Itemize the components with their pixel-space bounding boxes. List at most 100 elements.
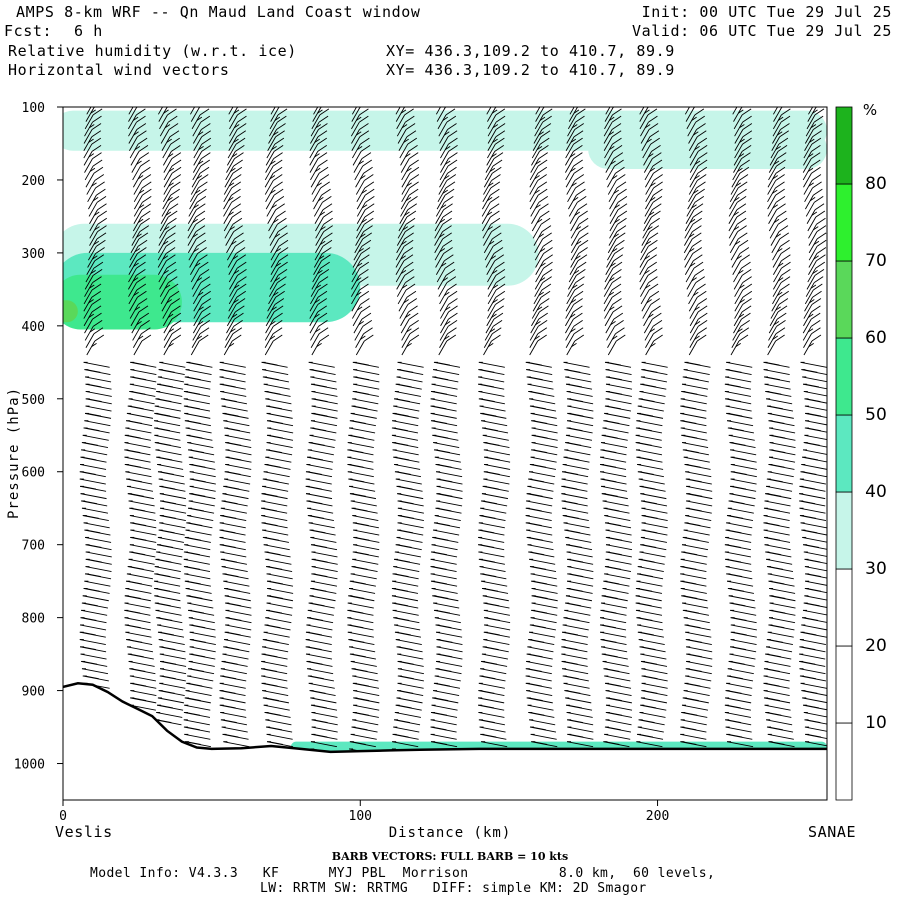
- barb-flag: [724, 551, 751, 558]
- barb-flag: [741, 108, 752, 116]
- barb-half-flag: [353, 405, 368, 410]
- barb-half-flag: [129, 566, 144, 570]
- barb-flag: [81, 449, 108, 456]
- barb-flag: [431, 588, 458, 594]
- barb-shaft: [163, 340, 173, 356]
- barb-flag: [82, 595, 109, 602]
- barb-half-flag: [694, 175, 700, 180]
- barb-shaft: [267, 297, 277, 312]
- barb-flag: [159, 668, 187, 675]
- barb-flag: [653, 174, 663, 181]
- barb-half-flag: [435, 449, 451, 454]
- barb-shaft: [269, 275, 279, 290]
- barb-flag: [359, 268, 369, 276]
- barb-flag: [652, 152, 662, 160]
- barb-flag: [141, 210, 151, 218]
- barb-flag: [611, 123, 622, 130]
- barb-flag: [407, 137, 418, 145]
- barb-flag: [200, 115, 211, 123]
- y-axis-label: Pressure (hPa): [6, 387, 22, 519]
- barb-half-flag: [727, 573, 743, 578]
- barb-half-flag: [610, 321, 616, 326]
- barb-half-flag: [738, 109, 744, 114]
- barb-flag: [742, 290, 753, 298]
- barb-flag: [635, 434, 662, 441]
- barb-flag: [490, 210, 500, 218]
- barb-shaft: [531, 151, 540, 166]
- barb-shaft: [728, 202, 738, 217]
- barb-flag: [697, 159, 708, 167]
- barb-half-flag: [607, 697, 622, 702]
- barb-half-flag: [575, 240, 582, 245]
- barb-flag: [738, 174, 749, 181]
- barb-shaft: [487, 289, 497, 305]
- barb-half-flag: [637, 427, 652, 432]
- barb-shaft: [437, 114, 447, 130]
- barb-flag: [138, 305, 149, 313]
- barb-half-flag: [491, 109, 498, 114]
- barb-half-flag: [394, 733, 409, 738]
- barb-flag: [442, 232, 452, 240]
- barb-half-flag: [765, 682, 780, 687]
- barb-shaft: [570, 231, 580, 246]
- barb-half-flag: [604, 420, 620, 424]
- barb-shaft: [733, 158, 742, 173]
- barb-half-flag: [613, 233, 619, 238]
- barb-flag: [156, 391, 183, 397]
- barb-shaft: [310, 129, 319, 144]
- colorbar-segment: [835, 260, 853, 339]
- barb-half-flag: [611, 248, 618, 253]
- barb-half-flag: [637, 456, 653, 461]
- barb-flag: [91, 123, 102, 130]
- barb-shaft: [686, 275, 696, 290]
- barb-shaft: [162, 143, 172, 159]
- barb-flag: [741, 268, 752, 276]
- barb-half-flag: [126, 464, 141, 468]
- barb-flag: [767, 471, 794, 478]
- barb-half-flag: [738, 269, 744, 275]
- barb-half-flag: [809, 299, 815, 304]
- barb-half-flag: [437, 668, 452, 672]
- barb-half-flag: [688, 233, 695, 238]
- barb-half-flag: [567, 704, 583, 709]
- barb-shaft: [89, 231, 98, 246]
- barb-half-flag: [637, 617, 653, 621]
- barb-shaft: [640, 282, 649, 297]
- barb-flag: [810, 152, 821, 160]
- barb-flag: [265, 558, 292, 565]
- barb-half-flag: [131, 361, 147, 366]
- barb-flag: [183, 719, 210, 726]
- barb-flag: [409, 166, 420, 174]
- barb-shaft: [129, 304, 139, 319]
- barb-half-flag: [132, 116, 139, 121]
- barb-shaft: [395, 107, 405, 122]
- barb-flag: [431, 704, 458, 711]
- barb-shaft: [534, 245, 544, 261]
- barb-shaft: [770, 304, 780, 319]
- barb-half-flag: [806, 719, 821, 723]
- barb-flag: [157, 697, 184, 704]
- barb-flag: [728, 434, 755, 441]
- barb-flag: [347, 631, 374, 638]
- barb-shaft: [689, 143, 699, 159]
- barb-half-flag: [403, 138, 409, 143]
- barb-flag: [85, 391, 112, 397]
- barb-flag: [262, 485, 289, 492]
- barb-flag: [320, 181, 330, 189]
- barb-half-flag: [602, 478, 617, 483]
- barb-flag: [600, 456, 627, 463]
- barb-flag: [394, 391, 421, 397]
- barb-flag: [491, 225, 501, 232]
- barb-flag: [391, 434, 419, 441]
- barb-shaft: [128, 267, 137, 283]
- barb-half-flag: [531, 726, 546, 731]
- barb-half-flag: [564, 675, 579, 680]
- barb-flag: [779, 232, 790, 240]
- barb-shaft: [268, 129, 277, 144]
- barb-flag: [741, 261, 751, 269]
- barb-shaft: [313, 194, 322, 210]
- barb-flag: [481, 580, 508, 587]
- barb-half-flag: [644, 124, 651, 129]
- barb-flag: [159, 653, 186, 660]
- barb-half-flag: [307, 485, 322, 490]
